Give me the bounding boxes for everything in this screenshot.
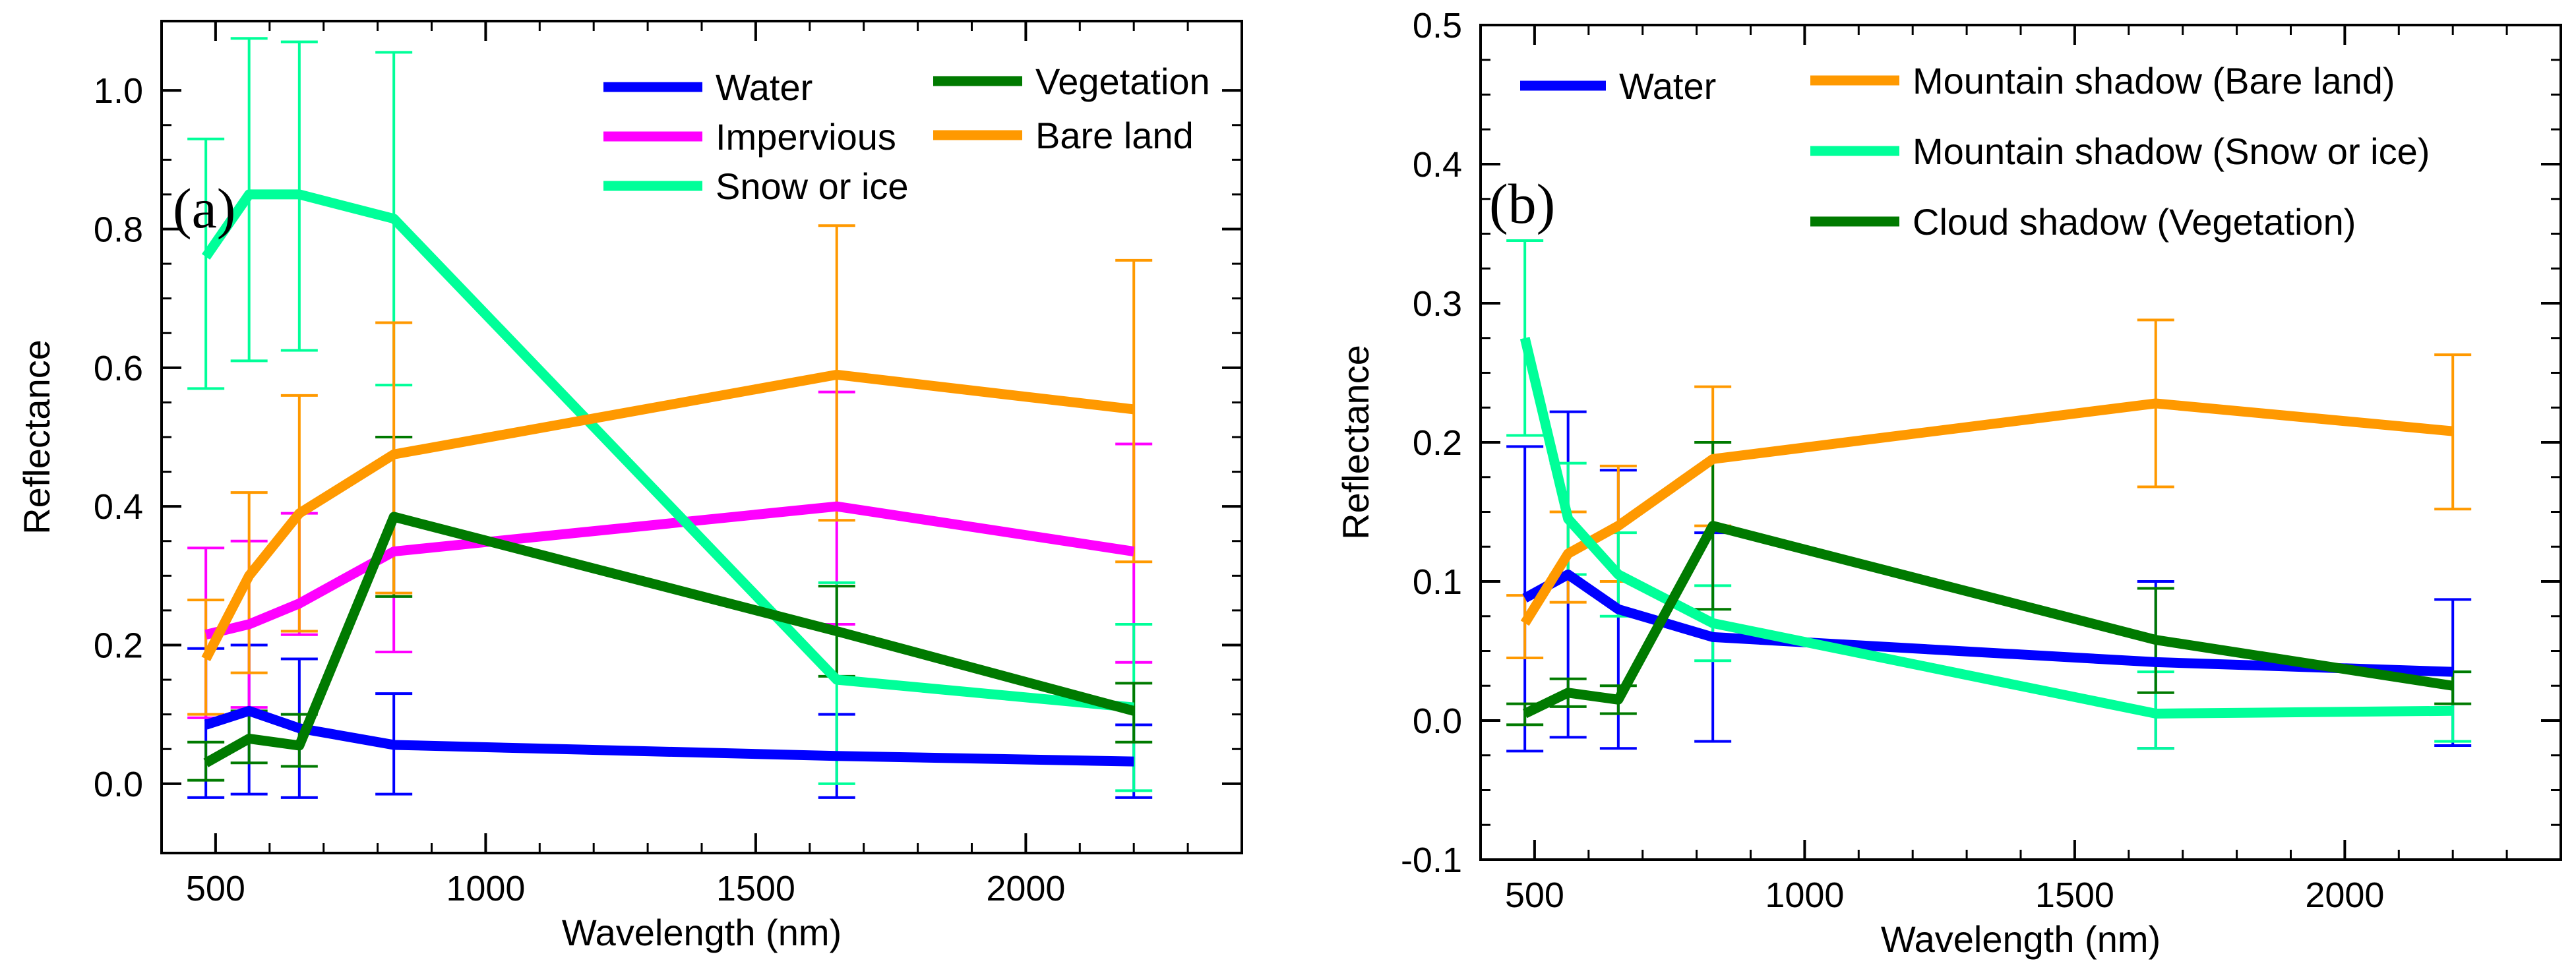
legend-label: Mountain shadow (Bare land)	[1913, 60, 2395, 102]
x-axis-label: Wavelength (nm)	[562, 912, 842, 953]
y-axis-label: Reflectance	[16, 340, 57, 535]
chart-panel-a: 500 1000 1500 2000 0.0 0.2 0.4 0.6 0.8 1.0 Wavelen…	[16, 20, 1243, 953]
legend-label: Water	[716, 67, 813, 108]
series-line-cloud-shadow-vegetation-	[1522, 521, 2454, 719]
legend-label: Vegetation	[1035, 61, 1210, 102]
legend: Water Mountain shadow (Bare land) Mountain…	[1520, 60, 2430, 243]
x-tick-label: 1000	[1765, 875, 1844, 915]
series-line-water	[1522, 569, 2453, 677]
y-tick-label: 1.0	[94, 71, 143, 111]
series-line-water	[204, 705, 1134, 767]
series-line-bare-land	[201, 369, 1135, 661]
y-tick-label: 0.6	[94, 349, 143, 388]
series-line-vegetation	[203, 512, 1136, 767]
panel-label: (b)	[1489, 172, 1555, 235]
x-tick-label: 1000	[446, 869, 525, 908]
x-tick-label: 2000	[986, 869, 1065, 908]
y-tick-label: 0.5	[1413, 6, 1462, 45]
y-tick-label: 0.8	[94, 210, 143, 250]
error-bars-bare-land	[187, 224, 1153, 716]
y-tick-label: 0.4	[94, 487, 143, 527]
x-tick-label: 500	[186, 869, 245, 908]
y-tick-label: 0.2	[1413, 423, 1462, 463]
error-bars-mountain-shadow-bare-land-	[1506, 318, 2472, 660]
legend-label: Bare land	[1035, 115, 1194, 156]
y-tick-label: 0.0	[94, 765, 143, 804]
x-tick-label: 2000	[2305, 875, 2384, 915]
legend: Water Impervious Snow or ice Vegetation Bare…	[603, 61, 1210, 207]
panel-label: (a)	[173, 177, 235, 240]
x-axis-label: Wavelength (nm)	[1881, 918, 2161, 960]
series-line-mountain-shadow-bare-land-	[1520, 398, 2453, 626]
y-tick-label: 0.4	[1413, 145, 1462, 185]
legend-label: Water	[1619, 65, 1716, 107]
y-axis-label: Reflectance	[1335, 345, 1376, 540]
x-tick-label: 500	[1505, 875, 1564, 915]
x-tick-label: 1500	[716, 869, 795, 908]
y-tick-label: 0.0	[1413, 701, 1462, 741]
legend-label: Mountain shadow (Snow or ice)	[1913, 131, 2430, 172]
legend-label: Impervious	[716, 116, 896, 158]
y-tick-label: 0.1	[1413, 562, 1462, 602]
series-line-impervious	[204, 501, 1135, 640]
y-tick-label: 0.2	[94, 626, 143, 666]
legend-label: Snow or ice	[716, 165, 909, 207]
chart-panel-b: 500 1000 1500 2000 -0.1 0.0 0.1 0.2 0.3 0.4 0.5 Wav…	[1335, 6, 2562, 960]
legend-label: Cloud shadow (Vegetation)	[1913, 201, 2356, 243]
y-tick-label: 0.3	[1413, 284, 1462, 324]
series-line-snow-or-ice	[201, 189, 1134, 713]
series-line-mountain-shadow-snow-or-ice-	[1519, 337, 2453, 719]
y-tick-label: -0.1	[1401, 841, 1462, 880]
error-bars-water	[1506, 410, 2472, 753]
x-tick-label: 1500	[2035, 875, 2114, 915]
